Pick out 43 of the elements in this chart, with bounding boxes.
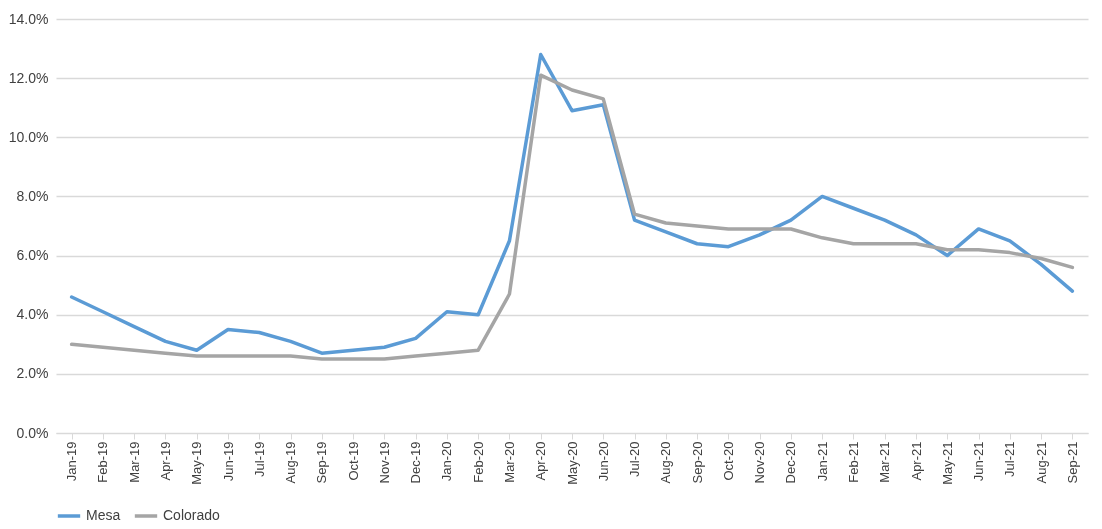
x-tick-label: Jan-21	[814, 441, 830, 482]
legend-label: Colorado	[163, 507, 221, 523]
y-tick-label: 10.0%	[8, 128, 49, 145]
x-tick-label: Dec-20	[783, 441, 799, 484]
x-tick-label: Jul-20	[627, 441, 643, 477]
x-tick-label: Apr-20	[533, 441, 549, 481]
y-tick-label: 4.0%	[16, 306, 49, 323]
y-tick-label: 2.0%	[16, 365, 49, 382]
x-tick-label: Feb-19	[95, 441, 111, 483]
x-tick-label: Mar-20	[501, 441, 517, 483]
x-tick-label: Feb-21	[845, 441, 861, 483]
x-tick-label: Jun-20	[595, 441, 611, 482]
x-tick-label: Aug-19	[283, 441, 299, 484]
x-tick-label: May-21	[939, 441, 955, 485]
x-tick-label: Mar-21	[877, 441, 893, 483]
x-tick-label: Aug-21	[1033, 441, 1049, 484]
legend-label: Mesa	[86, 507, 121, 523]
x-tick-label: Nov-19	[376, 441, 392, 484]
x-tick-label: Sep-20	[689, 441, 705, 484]
x-tick-label: Aug-20	[658, 441, 674, 484]
y-tick-label: 14.0%	[8, 10, 49, 27]
x-tick-label: Feb-20	[470, 441, 486, 483]
x-tick-label: Jun-19	[220, 441, 236, 482]
x-tick-label: Sep-19	[314, 441, 330, 484]
x-tick-label: Jul-19	[251, 441, 267, 477]
x-tick-label: Dec-19	[408, 441, 424, 484]
y-tick-label: 12.0%	[8, 69, 49, 86]
x-tick-label: May-19	[189, 441, 205, 485]
x-tick-label: Nov-20	[752, 441, 768, 484]
y-tick-label: 6.0%	[16, 247, 49, 264]
x-tick-label: Apr-21	[908, 441, 924, 481]
y-tick-label: 8.0%	[16, 187, 49, 204]
x-tick-label: May-20	[564, 441, 580, 485]
x-tick-label: Oct-20	[720, 441, 736, 481]
x-tick-label: Jan-19	[64, 441, 80, 482]
x-tick-label: Jun-21	[971, 441, 987, 482]
x-tick-label: Apr-19	[157, 441, 173, 481]
x-tick-label: Mar-19	[126, 441, 142, 483]
x-tick-label: Jul-21	[1002, 441, 1018, 477]
x-tick-label: Jan-20	[439, 441, 455, 482]
x-tick-label: Oct-19	[345, 441, 361, 481]
y-tick-label: 0.0%	[16, 424, 49, 441]
x-tick-label: Sep-21	[1064, 441, 1080, 484]
